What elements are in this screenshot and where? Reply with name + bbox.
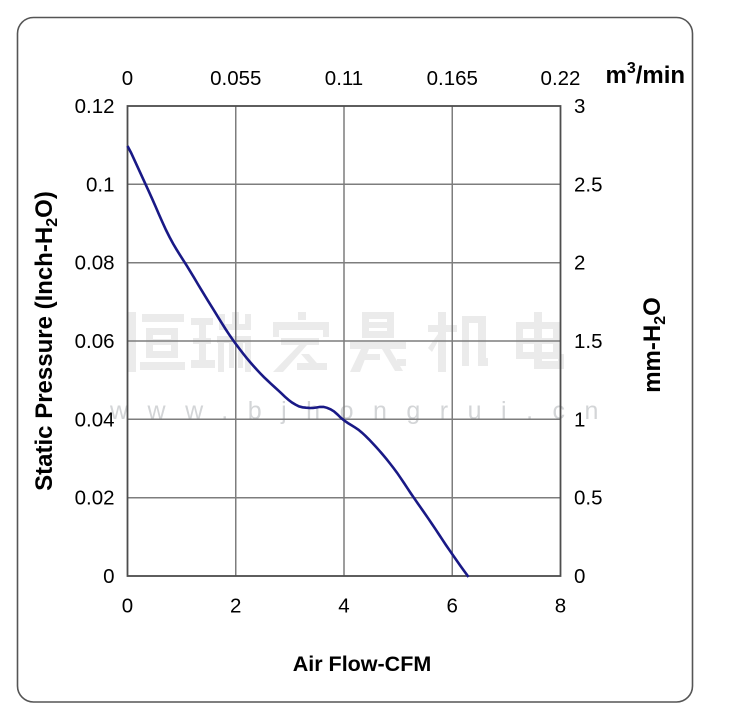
svg-text:2: 2 [574,252,585,275]
svg-text:0.5: 0.5 [574,487,603,510]
svg-text:0.11: 0.11 [325,67,363,90]
svg-text:0.04: 0.04 [75,408,115,431]
svg-text:8: 8 [555,595,566,618]
svg-text:0.22: 0.22 [541,67,581,90]
svg-text:0.055: 0.055 [210,67,261,90]
svg-text:2.5: 2.5 [574,173,603,196]
svg-text:www.bjhongrui.cn: www.bjhongrui.cn [109,397,618,425]
svg-text:1.5: 1.5 [574,330,603,353]
svg-text:3: 3 [574,95,585,118]
svg-text:1: 1 [574,408,585,431]
svg-text:0.1: 0.1 [86,173,115,196]
svg-text:0.165: 0.165 [427,67,478,90]
svg-text:m3/min: m3/min [606,60,686,89]
svg-text:0: 0 [574,565,585,588]
svg-text:4: 4 [338,595,349,618]
svg-text:0: 0 [122,67,133,90]
svg-text:0: 0 [103,565,114,588]
svg-text:2: 2 [230,595,241,618]
svg-text:Air Flow-CFM: Air Flow-CFM [293,652,432,676]
svg-text:0.12: 0.12 [75,95,115,118]
svg-text:0.06: 0.06 [75,330,115,353]
svg-text:0.08: 0.08 [75,252,115,275]
svg-text:Static Pressure (Inch-H2O): Static Pressure (Inch-H2O) [31,191,61,491]
svg-text:0.02: 0.02 [75,487,115,510]
svg-text:mm-H2O: mm-H2O [639,297,669,393]
svg-text:0: 0 [122,595,133,618]
svg-text:6: 6 [447,595,458,618]
